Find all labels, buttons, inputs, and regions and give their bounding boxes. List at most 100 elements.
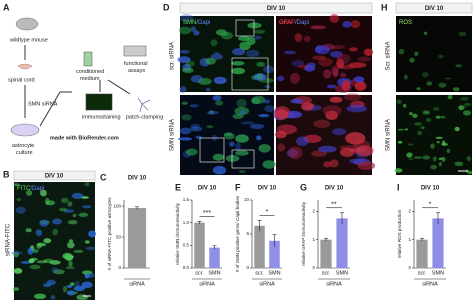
cell: [223, 132, 235, 140]
cell: [340, 72, 347, 78]
zoom-box: [235, 19, 255, 37]
cell: [256, 61, 266, 67]
stain-part: /Dapi: [30, 186, 44, 192]
cell: [26, 190, 33, 196]
cell: [27, 247, 34, 255]
cell: [408, 157, 414, 161]
cell: [179, 49, 190, 54]
cell: [277, 143, 286, 152]
cell: [280, 20, 293, 25]
cell: [213, 76, 227, 85]
row-label: siRNA-FITC: [6, 223, 12, 256]
chart-title: DIV 10: [325, 186, 344, 192]
y-tick-label: 5: [246, 231, 249, 236]
cell: [325, 110, 339, 121]
cell: [258, 114, 270, 118]
cell: [329, 13, 340, 23]
cell: [297, 64, 310, 69]
cell: [85, 272, 95, 278]
bar: [432, 218, 444, 268]
label-line: astrocyte: [12, 143, 34, 149]
cell: [461, 106, 467, 109]
cell: [190, 26, 197, 32]
cell: [235, 150, 249, 156]
cell: [407, 143, 414, 146]
bar: [194, 222, 205, 268]
cell: [193, 30, 200, 36]
stain-part: /Dapi: [295, 20, 309, 26]
cell: [215, 29, 227, 36]
cell: [256, 135, 262, 141]
label: functional assays: [124, 61, 148, 74]
panel-letter: I: [397, 182, 400, 192]
cell: [430, 143, 435, 149]
cell: [232, 48, 246, 56]
cell: [318, 145, 337, 153]
cell: [240, 110, 246, 114]
cell: [342, 21, 352, 28]
header: DIV 10: [425, 6, 444, 12]
cell: [262, 160, 276, 169]
cell: [29, 264, 41, 270]
cell: [238, 170, 246, 173]
cell: [288, 146, 303, 160]
cell: [71, 192, 84, 199]
x-axis-label: siRNA: [422, 281, 438, 287]
cell: [76, 294, 89, 301]
cell: [454, 161, 464, 165]
cell: [177, 56, 191, 63]
cell: [413, 156, 423, 159]
cell: [294, 33, 303, 43]
label: immunostaining: [82, 114, 121, 120]
cell: [396, 99, 402, 104]
cell: [444, 77, 452, 80]
chart-title: DIV 10: [198, 186, 217, 192]
cell: [403, 103, 407, 108]
cell: [39, 219, 49, 227]
header-box: [395, 2, 473, 14]
cell: [36, 260, 48, 264]
cell: [343, 93, 362, 101]
cell: [422, 72, 429, 78]
cell: [207, 110, 219, 115]
bar: [320, 239, 332, 268]
cell: [398, 49, 405, 55]
cell: [36, 242, 42, 249]
cell: [422, 110, 431, 115]
cell: [455, 64, 462, 68]
neuron-icon: [137, 97, 151, 113]
y-tick-label: 50: [116, 234, 122, 239]
label-line: functional: [124, 61, 148, 67]
cell: [253, 35, 262, 40]
panel-letter: G: [300, 182, 307, 192]
cell: [190, 126, 203, 132]
cell: [264, 85, 271, 89]
stain-label: FITC/Dapi: [17, 186, 44, 192]
cell: [425, 117, 432, 123]
cell: [34, 293, 46, 299]
cell: [53, 269, 65, 275]
x-tick-label: SMN: [336, 270, 348, 276]
cell: [346, 104, 368, 113]
cell: [432, 106, 440, 111]
cell: [274, 130, 287, 139]
cell: [463, 110, 471, 116]
cell: [301, 102, 314, 111]
cell: [312, 55, 327, 60]
cell: [323, 161, 332, 168]
cell: [231, 61, 245, 66]
cell: [178, 26, 192, 35]
cell: [185, 148, 198, 156]
zoom-box: [231, 57, 269, 91]
cell: [82, 205, 92, 209]
cell: [441, 140, 446, 146]
zoom-box: [231, 149, 255, 169]
credit: made with BioRender.com: [50, 135, 119, 141]
zoom-box: [199, 137, 225, 163]
cell: [177, 137, 193, 141]
dish-icon: [10, 123, 40, 137]
cell: [336, 53, 351, 64]
cell: [438, 161, 442, 167]
cell: [409, 112, 413, 116]
